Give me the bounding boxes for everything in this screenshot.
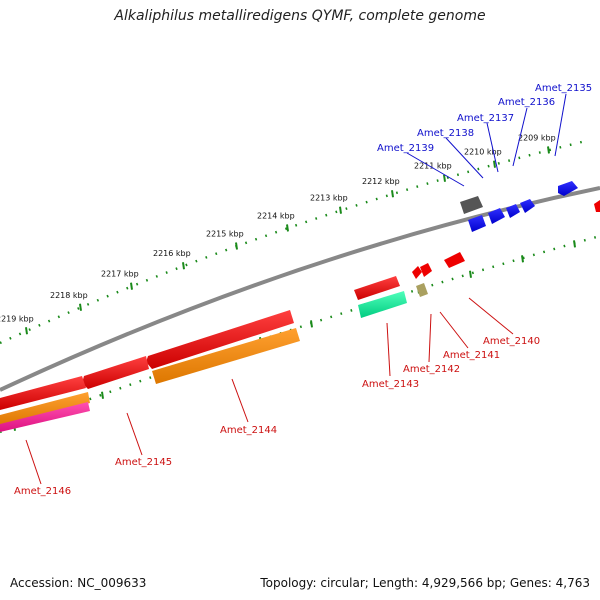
scale-tick (79, 303, 82, 311)
scale-tick (130, 282, 133, 290)
gene-bar-amet-2144-orange[interactable] (152, 328, 300, 384)
upper-strand-genes (460, 181, 600, 232)
upper-gene-labels: Amet_2135 Amet_2136 Amet_2137 Amet_2138 … (377, 83, 592, 154)
scale-dotted-line-upper (0, 138, 591, 345)
scale-tick (391, 190, 394, 198)
scale-tick-label: 2214 kbp (257, 211, 295, 220)
gene-label-amet-2136[interactable]: Amet_2136 (498, 97, 555, 108)
scale-tick-label: 2209 kbp (518, 133, 556, 142)
scale-tick (25, 327, 28, 335)
gene-label-amet-2140[interactable]: Amet_2140 (483, 336, 540, 347)
gene-arrow-amet-2135[interactable] (558, 181, 578, 196)
scale-tick-lower (101, 391, 104, 399)
upper-scale-ticks (25, 146, 550, 335)
scale-tick-lower (310, 320, 313, 328)
gene-label-amet-2142[interactable]: Amet_2142 (403, 364, 460, 375)
scale-tick-label: 2211 kbp (414, 162, 452, 171)
gene-label-amet-2143[interactable]: Amet_2143 (362, 379, 419, 390)
genome-backbone (0, 186, 600, 392)
gene-arrow-amet-2145-red[interactable] (82, 356, 149, 389)
scale-tick (547, 146, 550, 154)
scale-tick-label: 2212 kbp (362, 177, 400, 186)
gene-label-amet-2145[interactable]: Amet_2145 (115, 457, 172, 468)
gene-arrow-small-red-2[interactable] (420, 263, 432, 277)
gene-label-amet-2137[interactable]: Amet_2137 (457, 113, 514, 124)
scale-tick (339, 206, 342, 214)
scale-tick-lower (469, 270, 472, 278)
scale-tick-label: 2213 kbp (310, 194, 348, 203)
gene-arrow-amet-2138[interactable] (488, 208, 505, 224)
scale-tick-label: 2210 kbp (464, 148, 502, 157)
gene-arrow-small-red-3[interactable] (444, 252, 465, 268)
gene-label-amet-2135[interactable]: Amet_2135 (535, 83, 592, 94)
gene-arrow-amet-2144-red[interactable] (146, 310, 294, 369)
genome-summary-text: Topology: circular; Length: 4,929,566 bp… (260, 576, 590, 590)
scale-tick-lower (521, 255, 524, 263)
gene-arrow-amet-2136[interactable] (520, 199, 535, 213)
scale-tick (182, 262, 185, 270)
scale-tick-label: 2218 kbp (50, 291, 88, 300)
upper-leader-lines (406, 93, 567, 187)
scale-tick-label: 2219 kbp (0, 314, 34, 323)
lower-gene-labels: Amet_2140 Amet_2141 Amet_2142 Amet_2143 … (14, 336, 540, 497)
gene-label-amet-2138[interactable]: Amet_2138 (417, 128, 474, 139)
scale-tick-label: 2215 kbp (206, 229, 244, 238)
gene-label-amet-2141[interactable]: Amet_2141 (443, 350, 500, 361)
gene-bar-amet-2143-green[interactable] (358, 291, 407, 318)
scale-tick (443, 174, 446, 182)
gene-arrow-small-red-1[interactable] (412, 266, 422, 279)
accession-text: Accession: NC_009633 (10, 576, 147, 590)
gene-arrow-amet-2146-red[interactable] (0, 376, 86, 410)
gene-red-edge[interactable] (594, 200, 600, 212)
lower-leader-lines (25, 297, 514, 485)
gene-gray[interactable] (460, 196, 483, 214)
forward-strand-genes (0, 252, 465, 410)
upper-tick-labels: 2209 kbp 2210 kbp 2211 kbp 2212 kbp 2213 kbp… (0, 133, 556, 323)
gene-label-amet-2146[interactable]: Amet_2146 (14, 486, 71, 497)
gene-arrow-amet-2137[interactable] (506, 204, 520, 218)
page-title: Alkaliphilus metalliredigens QYMF, compl… (114, 8, 486, 24)
reverse-strand-genes (0, 283, 428, 432)
scale-tick (235, 242, 238, 250)
gene-label-amet-2139[interactable]: Amet_2139 (377, 143, 434, 154)
scale-tick (286, 224, 289, 232)
gene-bar-amet-2145-orange[interactable] (0, 392, 90, 426)
scale-tick (493, 160, 496, 168)
gene-arrow-amet-2143-red[interactable] (354, 276, 400, 300)
scale-tick-label: 2217 kbp (101, 270, 139, 279)
gene-bar-amet-2142-olive[interactable] (416, 283, 428, 297)
gene-arrow-amet-2139[interactable] (468, 215, 486, 232)
scale-tick-lower (573, 240, 576, 248)
scale-dotted-line-lower (0, 234, 600, 434)
gene-label-amet-2144[interactable]: Amet_2144 (220, 425, 277, 436)
scale-tick-label: 2216 kbp (153, 249, 191, 258)
gene-bar-amet-2146-magenta[interactable] (0, 402, 90, 432)
